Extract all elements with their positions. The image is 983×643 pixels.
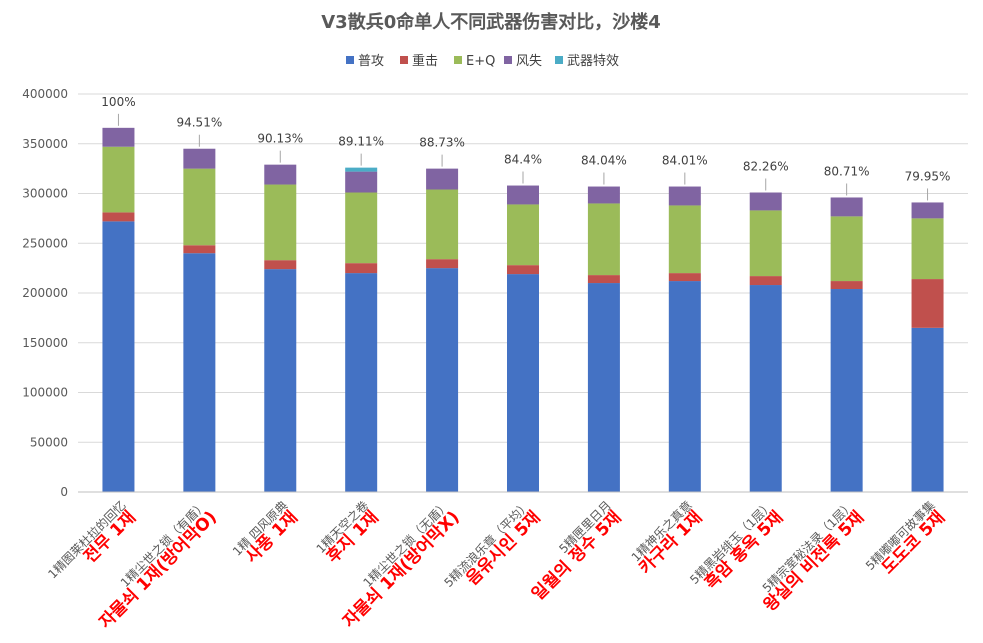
legend-label-1: 重击 [412,53,438,69]
bar-2-series-1 [264,260,297,270]
bar-7-series-0 [668,281,701,492]
bar-3-series-2 [345,192,378,264]
legend-label-4: 武器特效 [567,54,619,69]
bar-1-series-2 [183,168,216,246]
legend-swatch-4 [555,56,563,64]
bar-7-series-1 [668,273,701,282]
legend: 普攻 重击 E+Q 风失 武器特效 [346,53,619,69]
bar-6-series-2 [587,203,620,276]
bar-0-series-1 [102,212,135,222]
bar-6-series-1 [587,275,620,284]
bar-1-series-0 [183,253,216,492]
legend-label-0: 普攻 [358,54,384,69]
percent-label-5: 84.4% [504,153,542,167]
y-tick-label-7: 350000 [22,137,68,151]
y-tick-label-8: 400000 [22,87,68,101]
legend-label-2: E+Q [466,54,495,69]
bar-7-series-3 [668,186,701,206]
bar-2-series-2 [264,184,297,261]
bar-4-series-1 [426,259,459,269]
legend-label-3: 风失 [516,54,542,69]
y-tick-label-0: 0 [60,485,68,499]
bar-0-series-2 [102,146,135,213]
bar-0-series-3 [102,127,135,147]
bar-4-series-0 [426,268,459,492]
bar-3-series-4 [345,167,378,172]
bar-8-series-3 [749,192,782,211]
percent-labels: 100% 94.51% 90.13% 89.11% 88.73% 84.4% 84.04% 8… [101,95,950,201]
bar-5-series-0 [507,274,539,492]
y-tick-label-4: 200000 [22,286,68,300]
bar-3-series-0 [345,273,378,492]
percent-label-2: 90.13% [257,132,303,146]
percent-label-9: 80.71% [824,164,870,178]
bar-9-series-3 [830,197,863,217]
chart-title: V3散兵0命单人不同武器伤害对比，沙楼4 [321,11,661,33]
legend-swatch-2 [454,56,462,64]
bar-6-series-3 [587,186,620,204]
bar-5-series-2 [507,204,539,266]
percent-label-7: 84.01% [662,154,708,168]
bar-9-series-0 [830,289,863,492]
bar-7-series-2 [668,205,701,274]
y-tick-label-6: 300000 [22,187,68,201]
y-tick-label-2: 100000 [22,386,68,400]
bar-8-series-1 [749,276,782,286]
percent-label-0: 100% [101,95,135,109]
bar-8-series-0 [749,285,782,492]
percent-label-6: 84.04% [581,154,627,168]
bar-3-series-1 [345,263,378,274]
bar-4-series-3 [426,168,459,190]
percent-label-10: 79.95% [905,169,951,183]
bar-10-series-1 [911,279,944,328]
percent-label-8: 82.26% [743,160,789,174]
bar-5-series-1 [507,265,539,275]
bar-10-series-3 [911,202,944,219]
y-tick-label-1: 50000 [30,435,68,449]
bar-6-series-0 [587,283,620,492]
percent-label-1: 94.51% [176,116,222,130]
y-tick-label-3: 150000 [22,336,68,350]
bar-4-series-2 [426,189,459,260]
bar-2-series-3 [264,164,297,185]
bar-9-series-1 [830,281,863,290]
legend-swatch-1 [400,56,408,64]
bar-1-series-3 [183,148,216,169]
bar-5-series-3 [507,185,539,205]
percent-label-3: 89.11% [338,135,384,149]
y-tick-label-5: 250000 [22,236,68,250]
bar-10-series-2 [911,218,944,280]
bar-0-series-0 [102,221,135,493]
y-axis: 0 50000 100000 150000 200000 250000 300000 3500… [22,87,68,499]
bar-8-series-2 [749,210,782,277]
bar-10-series-0 [911,327,944,492]
bar-3-series-3 [345,171,378,193]
bar-9-series-2 [830,216,863,282]
legend-swatch-3 [504,56,512,64]
bar-1-series-1 [183,245,216,254]
percent-label-4: 88.73% [419,136,465,150]
legend-swatch-0 [346,56,354,64]
bars [102,127,944,493]
bar-2-series-0 [264,269,297,492]
